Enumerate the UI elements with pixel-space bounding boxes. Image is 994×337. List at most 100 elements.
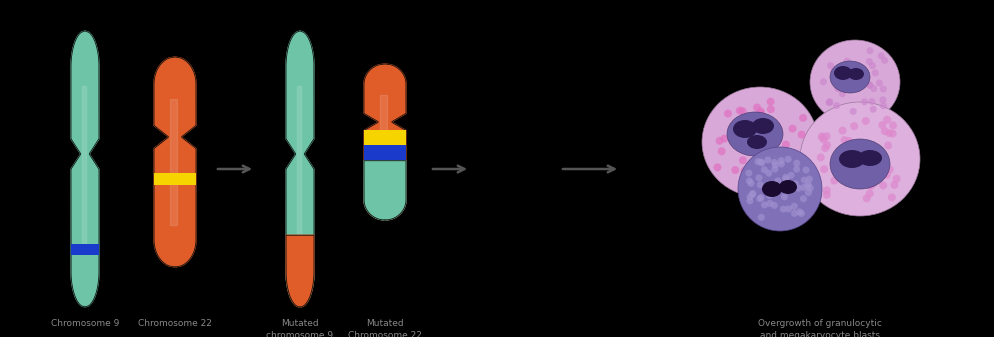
- Polygon shape: [296, 86, 301, 252]
- Ellipse shape: [822, 141, 830, 149]
- Ellipse shape: [782, 187, 789, 194]
- Ellipse shape: [765, 192, 772, 199]
- Ellipse shape: [717, 147, 725, 155]
- Ellipse shape: [778, 180, 796, 194]
- Ellipse shape: [856, 82, 863, 89]
- Ellipse shape: [819, 78, 826, 85]
- Ellipse shape: [879, 96, 886, 103]
- Ellipse shape: [844, 137, 852, 145]
- Ellipse shape: [825, 99, 832, 106]
- Ellipse shape: [843, 58, 850, 65]
- Ellipse shape: [877, 52, 884, 59]
- Ellipse shape: [830, 177, 838, 185]
- Bar: [71, 244, 98, 254]
- Ellipse shape: [763, 156, 770, 163]
- Ellipse shape: [739, 156, 746, 164]
- Ellipse shape: [809, 40, 900, 124]
- Ellipse shape: [790, 203, 797, 210]
- Ellipse shape: [888, 130, 896, 137]
- Text: Chromosome 22: Chromosome 22: [138, 319, 212, 328]
- Ellipse shape: [885, 129, 893, 137]
- Ellipse shape: [791, 180, 798, 187]
- Ellipse shape: [779, 161, 787, 169]
- Ellipse shape: [849, 122, 857, 130]
- Ellipse shape: [865, 181, 873, 189]
- Ellipse shape: [735, 106, 744, 115]
- Ellipse shape: [797, 210, 804, 217]
- Ellipse shape: [746, 193, 752, 201]
- Ellipse shape: [738, 147, 821, 231]
- Ellipse shape: [770, 202, 777, 209]
- Ellipse shape: [766, 184, 773, 191]
- Ellipse shape: [829, 61, 869, 93]
- Ellipse shape: [841, 171, 849, 179]
- Polygon shape: [154, 57, 196, 267]
- Ellipse shape: [885, 165, 893, 174]
- Ellipse shape: [766, 137, 774, 145]
- Ellipse shape: [862, 194, 870, 202]
- Ellipse shape: [822, 186, 830, 194]
- Ellipse shape: [740, 167, 747, 175]
- Ellipse shape: [748, 190, 755, 197]
- Ellipse shape: [869, 179, 877, 187]
- Ellipse shape: [890, 181, 898, 189]
- Ellipse shape: [817, 133, 825, 142]
- Ellipse shape: [724, 110, 732, 118]
- Ellipse shape: [727, 112, 782, 156]
- Ellipse shape: [755, 133, 763, 142]
- Ellipse shape: [792, 160, 799, 167]
- Ellipse shape: [805, 176, 812, 183]
- Ellipse shape: [784, 166, 792, 175]
- Ellipse shape: [829, 68, 836, 75]
- Ellipse shape: [844, 176, 852, 184]
- Ellipse shape: [798, 114, 806, 122]
- Text: Overgrowth of granulocytic
and megakaryocyte blasts
in the bone marrow: Overgrowth of granulocytic and megakaryo…: [757, 319, 881, 337]
- Ellipse shape: [756, 194, 763, 201]
- Ellipse shape: [868, 98, 875, 105]
- Ellipse shape: [766, 105, 774, 113]
- Polygon shape: [285, 235, 314, 307]
- Ellipse shape: [781, 176, 788, 182]
- Ellipse shape: [713, 163, 721, 172]
- Ellipse shape: [799, 184, 806, 191]
- Ellipse shape: [764, 170, 771, 177]
- Ellipse shape: [889, 121, 897, 129]
- Ellipse shape: [746, 171, 754, 179]
- Ellipse shape: [838, 150, 864, 168]
- Ellipse shape: [859, 153, 875, 165]
- Ellipse shape: [767, 118, 775, 126]
- Ellipse shape: [788, 125, 796, 133]
- Ellipse shape: [833, 66, 851, 80]
- Ellipse shape: [755, 195, 762, 202]
- Ellipse shape: [844, 152, 852, 160]
- Ellipse shape: [761, 181, 781, 197]
- Ellipse shape: [878, 121, 886, 129]
- Ellipse shape: [866, 82, 873, 89]
- Ellipse shape: [843, 84, 850, 91]
- Ellipse shape: [764, 127, 772, 134]
- Polygon shape: [364, 64, 406, 220]
- Ellipse shape: [734, 143, 742, 151]
- Ellipse shape: [879, 181, 887, 189]
- Ellipse shape: [752, 103, 760, 112]
- Ellipse shape: [829, 139, 889, 189]
- Ellipse shape: [745, 170, 751, 177]
- Ellipse shape: [892, 175, 900, 183]
- Ellipse shape: [782, 148, 790, 156]
- Ellipse shape: [840, 136, 848, 144]
- Ellipse shape: [756, 158, 763, 165]
- Ellipse shape: [819, 165, 827, 173]
- Ellipse shape: [770, 159, 777, 166]
- Ellipse shape: [773, 183, 780, 189]
- Ellipse shape: [817, 132, 825, 141]
- Ellipse shape: [779, 206, 786, 213]
- Ellipse shape: [871, 69, 878, 76]
- Ellipse shape: [881, 57, 888, 64]
- Ellipse shape: [702, 87, 817, 197]
- Ellipse shape: [870, 85, 877, 92]
- Ellipse shape: [746, 177, 752, 184]
- Ellipse shape: [796, 161, 804, 170]
- Ellipse shape: [799, 195, 806, 202]
- Ellipse shape: [756, 110, 764, 117]
- Ellipse shape: [802, 166, 809, 174]
